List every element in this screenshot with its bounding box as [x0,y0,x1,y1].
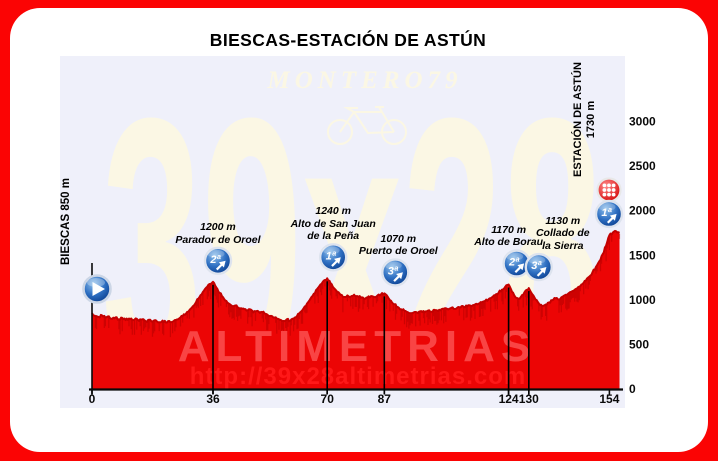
x-tick-label: 70 [321,392,335,406]
climb-elevation: 1170 m [491,223,527,236]
climb-name: Collado de [535,227,590,240]
y-tick-label: 0 [629,382,636,396]
svg-text:3ª: 3ª [388,265,399,277]
climb-name: Puerto de Oroel [358,245,438,258]
climb-label: 1200 m Parador de Oroel [175,221,260,246]
y-tick-label: 2000 [629,204,656,218]
y-tick-label: 500 [629,338,649,352]
watermark-brand2: ALTIMETRIAS [178,322,537,371]
svg-text:1ª: 1ª [601,207,612,219]
start-label: BIESCAS 850 m [60,178,72,265]
climb-name: Alto de Borau [474,236,544,249]
climb-elevation: 1070 m [380,232,417,245]
climb-elevation: 1240 m [315,205,351,218]
climb-name: Alto de San Juan [290,217,376,230]
y-tick-label: 3000 [629,114,656,128]
icons-layer: 2ª 1ª 3ª 2ª 3ª 1ª [82,177,624,304]
bicycle-icon [327,106,407,145]
y-tick-label: 1000 [629,293,656,307]
x-tick-label: 36 [206,392,220,406]
start-play-icon [82,274,112,304]
profile-top-edge [91,229,621,324]
climb-elevation: 1130 m [545,215,581,228]
climb-name: Parador de Oroel [175,233,261,246]
category-3-icon: 3ª [381,258,410,287]
climb-elevation: 1200 m [200,221,236,234]
climb-name: de la Peña [307,229,360,242]
watermark-author: MONTERO79 [266,67,462,94]
svg-text:2ª: 2ª [508,257,520,269]
elevation-profile-area [92,230,620,389]
svg-text:1ª: 1ª [326,250,337,262]
profile-shading [94,233,621,338]
watermark-url: http://39x28altimetrias.com [190,363,526,390]
page-title: BIESCAS-ESTACIÓN DE ASTÚN [209,30,487,50]
axis-layer: 0 36 70 87 124 130 154 0 500 1000 1500 2000 2500 3000 [89,114,656,406]
finish-elevation: 1730 m [584,100,597,139]
climb-name: la Sierra [542,239,584,252]
y-tick-label: 2500 [629,159,656,173]
x-tick-label: 87 [378,392,392,406]
x-tick-label: 0 [89,392,96,406]
finish-name: ESTACIÓN DE ASTÚN [572,62,584,177]
marker-lines-layer [212,281,530,394]
climb-label: 1070 m Puerto de Oroel [359,233,438,258]
category-2-icon: 2ª [502,249,531,278]
finish-label: ESTACIÓN DE ASTÚN 1730 m [572,62,597,177]
climb-label: 1170 m Alto de Borau [474,224,543,249]
climb-label: 1130 m Collado de la Sierra [536,215,590,252]
svg-text:3ª: 3ª [531,260,542,272]
category-1-icon: 1ª [319,243,348,272]
category-2-icon: 2ª [203,246,233,275]
climb-label: 1240 m Alto de San Juan de la Peña [291,205,376,242]
x-tick-label: 154 [599,392,619,406]
y-tick-label: 1500 [629,248,656,262]
finish-polkadot-icon [596,177,622,203]
x-tick-label: 124 [499,392,519,406]
profile-layer [91,229,621,389]
category-3-icon: 3ª [524,252,553,282]
svg-text:2ª: 2ª [209,254,221,266]
x-tick-label: 130 [519,392,539,406]
finish-category-icon: 1ª [594,199,624,229]
